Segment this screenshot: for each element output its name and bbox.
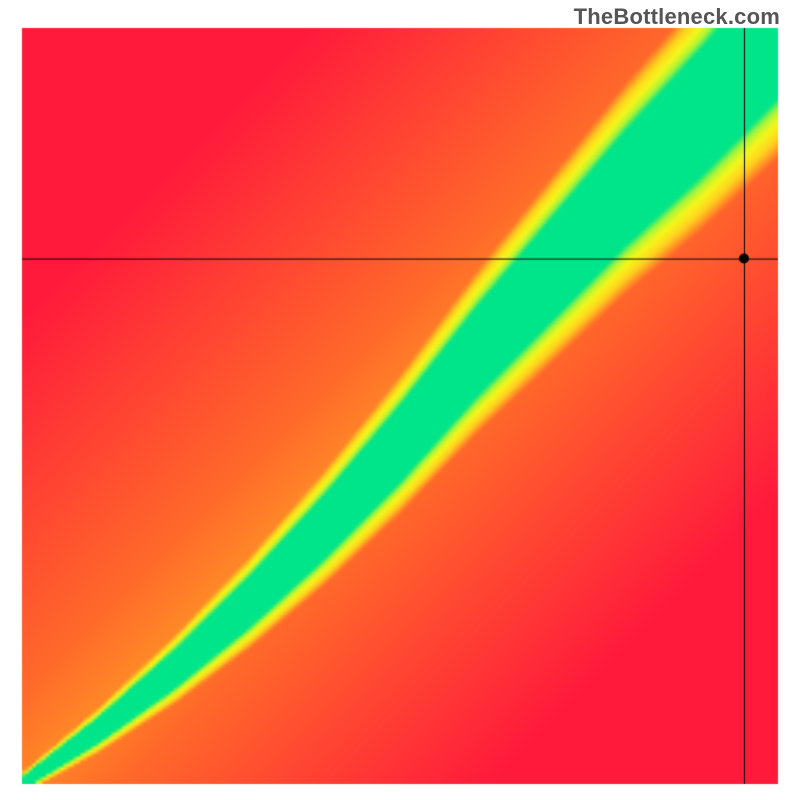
bottleneck-heatmap bbox=[0, 0, 800, 800]
chart-container: TheBottleneck.com bbox=[0, 0, 800, 800]
